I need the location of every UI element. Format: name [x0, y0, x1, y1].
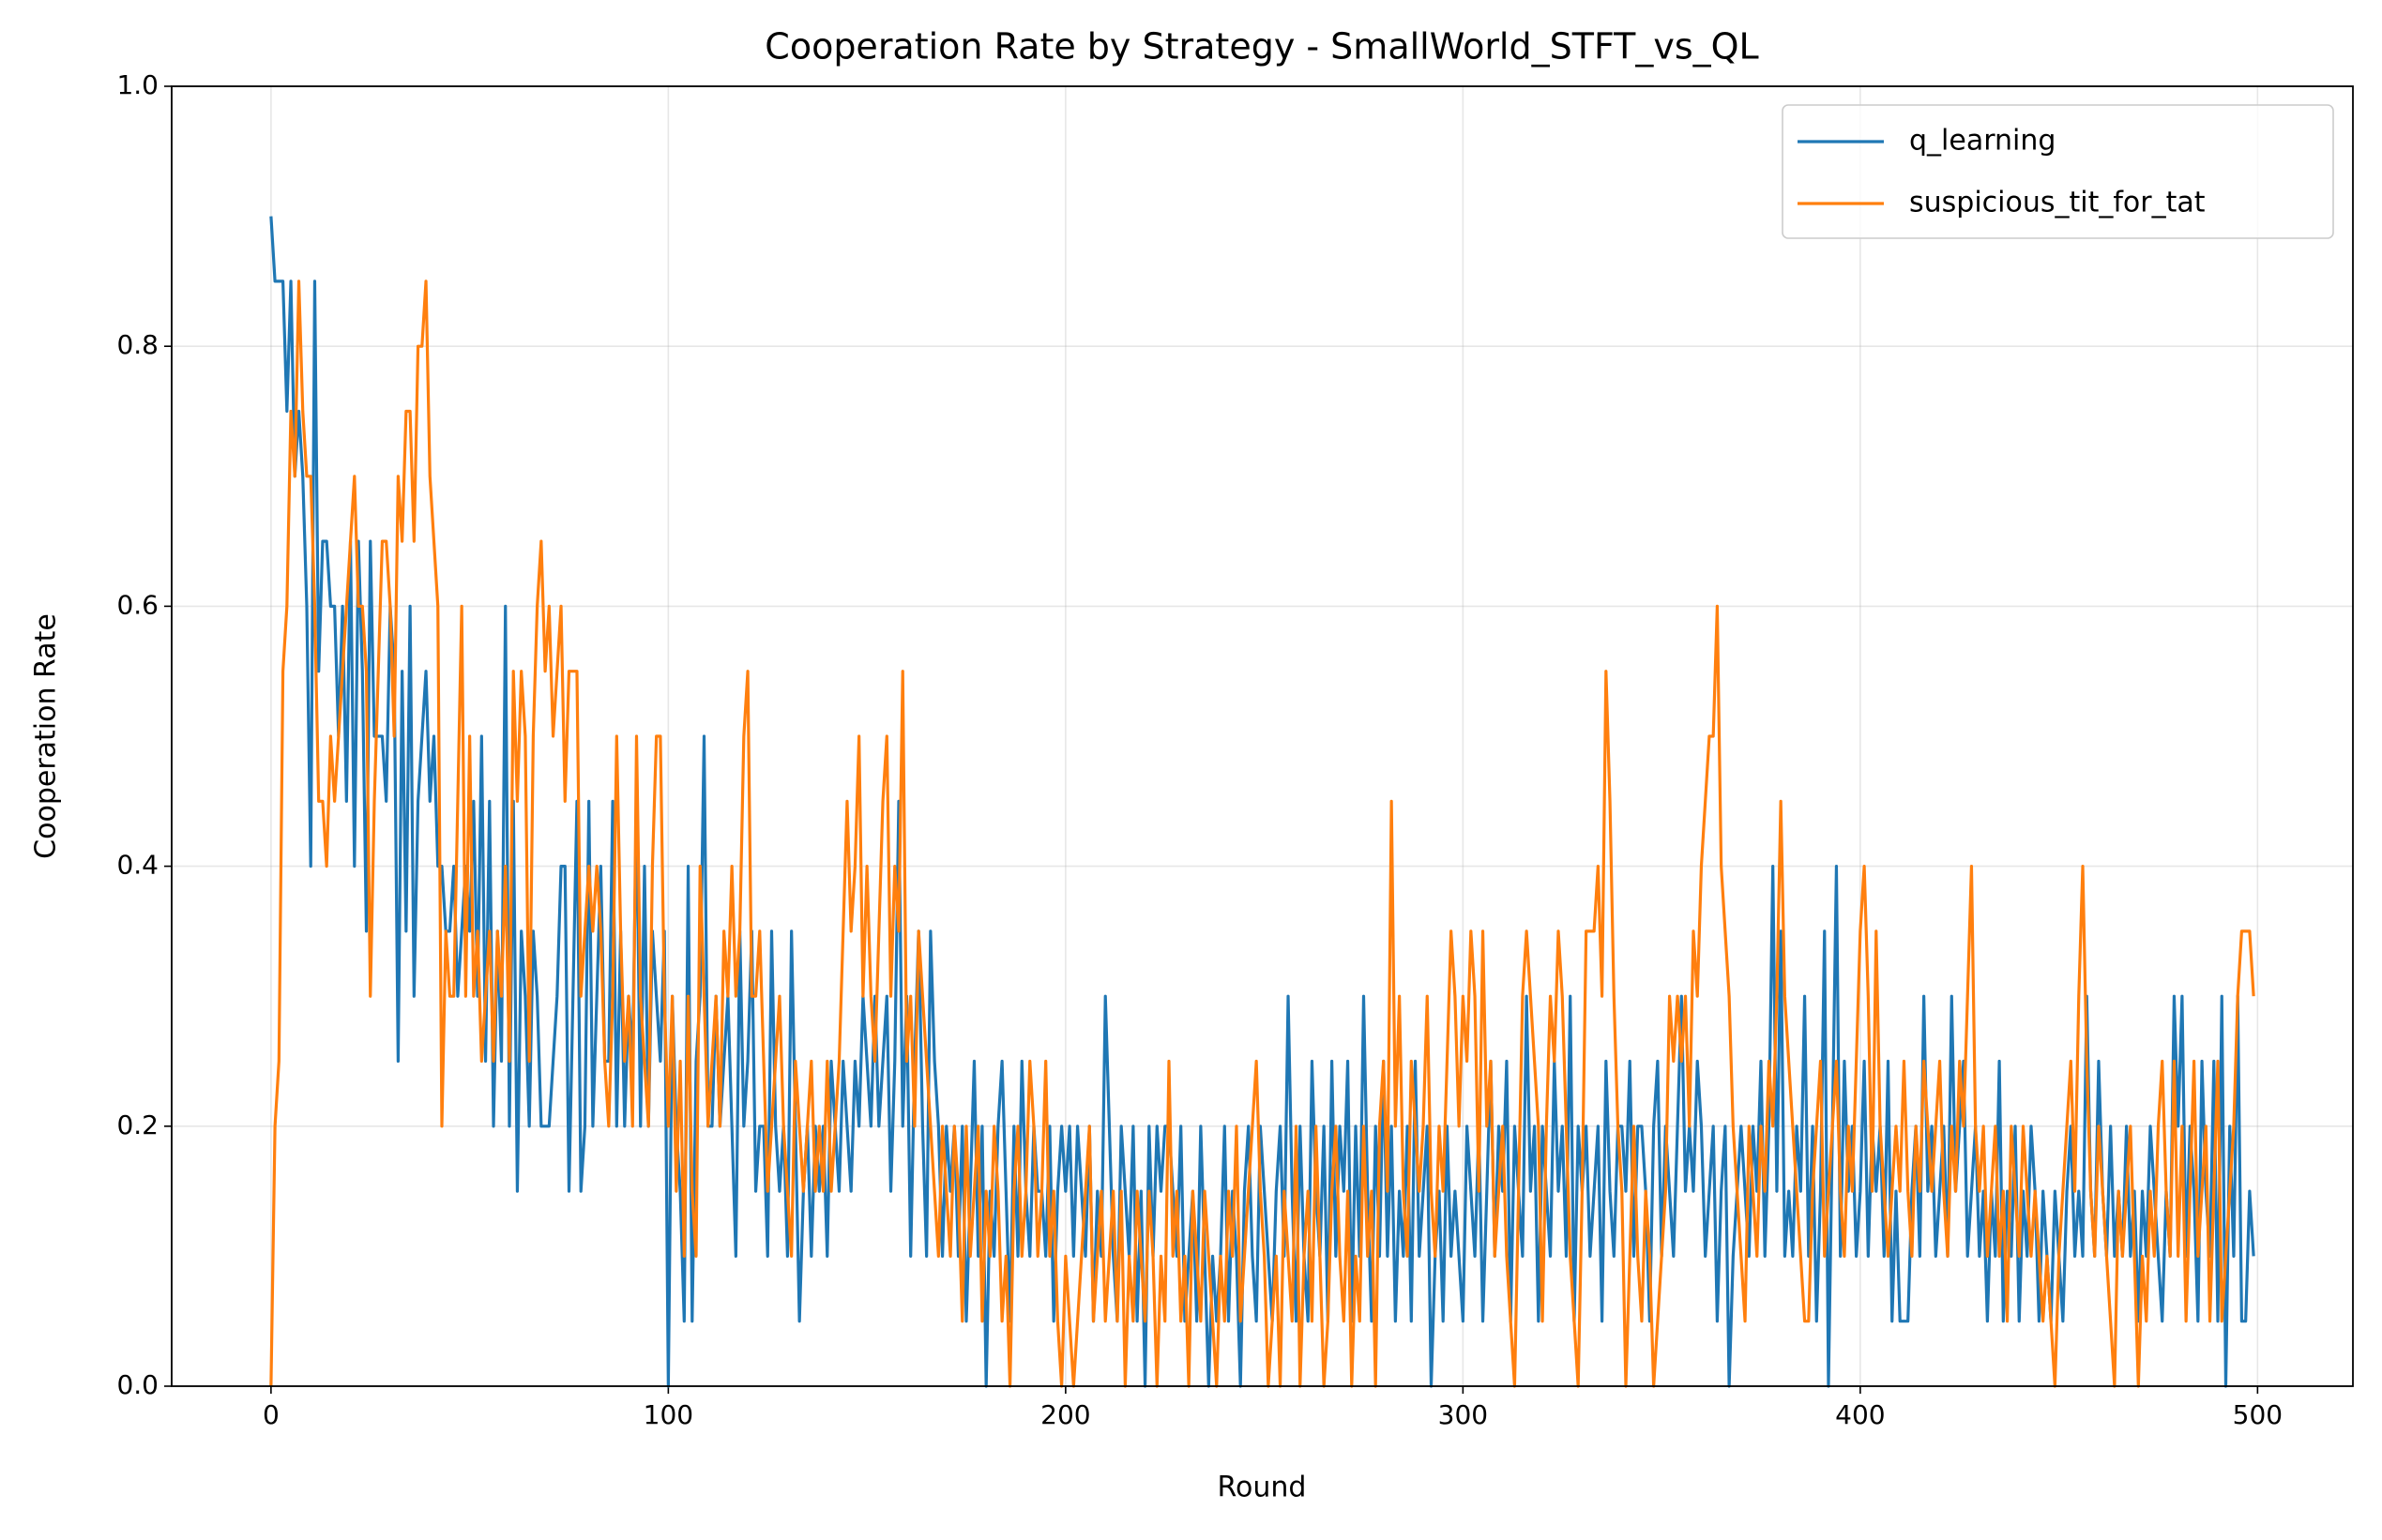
x-tick-label: 100: [644, 1399, 693, 1430]
y-tick-label: 0.4: [116, 850, 159, 881]
y-tick-label: 0.8: [116, 329, 159, 360]
y-tick-label: 0.0: [116, 1369, 159, 1400]
plot-frame: [171, 85, 2354, 1387]
x-tick-label: 400: [1835, 1399, 1885, 1430]
y-tick-label: 0.2: [116, 1110, 159, 1140]
x-tick-label: 500: [2233, 1399, 2283, 1430]
x-axis-label: Round: [1218, 1472, 1307, 1504]
y-tick-label: 0.6: [116, 589, 159, 620]
chart-title: Cooperation Rate by Strategy - SmallWorl…: [765, 26, 1758, 68]
x-tick-label: 300: [1438, 1399, 1488, 1430]
series-line: [269, 216, 2255, 1388]
x-tick-label: 0: [263, 1399, 280, 1430]
legend-label: suspicious_tit_for_tat: [1909, 187, 2206, 219]
y-tick-label: 1.0: [116, 69, 159, 100]
legend-box: [1782, 104, 2334, 239]
series-line: [269, 279, 2255, 1388]
legend: q_learning suspicious_tit_for_tat: [1782, 104, 2334, 239]
x-tick-label: 200: [1040, 1399, 1090, 1430]
legend-label: q_learning: [1909, 125, 2056, 158]
y-axis-label: Cooperation Rate: [30, 613, 63, 859]
